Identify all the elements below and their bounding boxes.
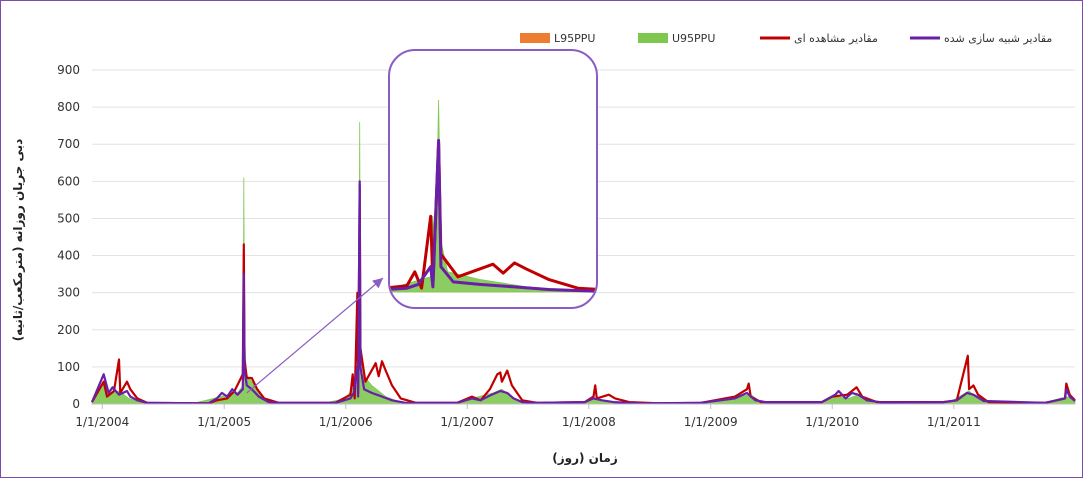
y-tick-label: 600 [57,174,80,188]
legend-label: مقادیر مشاهده ای [794,32,878,45]
legend-swatch [638,33,668,43]
x-axis-ticks: 1/1/2004 1/1/2005 1/1/2006 1/1/2007 1/1/2008… [75,404,981,429]
y-tick-label: 0 [72,397,80,411]
y-tick-label: 900 [57,63,80,77]
legend-label: L95PPU [554,32,595,45]
y-tick-label: 700 [57,137,80,151]
legend-label: U95PPU [672,32,715,45]
x-tick-label: 1/1/2008 [562,415,616,429]
y-tick-label: 200 [57,323,80,337]
zoom-inset [388,49,598,309]
y-tick-label: 100 [57,360,80,374]
zoom-inset-border [388,49,598,309]
legend-swatch [520,33,550,43]
x-tick-label: 1/1/2004 [75,415,129,429]
zoom-pointer-arrowhead [372,278,383,289]
zoom-pointer-arrow [246,277,384,394]
x-tick-label: 1/1/2006 [319,415,373,429]
x-tick-label: 1/1/2010 [805,415,859,429]
series-line-مقادیر شبیه سازی شده [90,180,1076,405]
x-tick-label: 1/1/2011 [927,415,981,429]
y-tick-label: 500 [57,211,80,225]
x-tick-label: 1/1/2005 [197,415,251,429]
y-axis-ticks: 0 100 200 300 400 500 600 700 800 900 [57,63,80,411]
y-axis-title: دبی جریان روزانه (مترمکعب/ثانیه) [11,139,26,342]
zoom-inset-background [389,50,597,308]
x-tick-label: 1/1/2009 [684,415,738,429]
y-tick-label: 300 [57,286,80,300]
y-tick-label: 800 [57,100,80,114]
y-tick-label: 400 [57,249,80,263]
x-axis-title: زمان (روز) [552,451,618,466]
legend: L95PPU U95PPU مقادیر مشاهده ای مقادیر شبیه … [520,32,1052,45]
x-tick-label: 1/1/2007 [440,415,494,429]
legend-label: مقادیر شبیه سازی شده [944,32,1052,45]
